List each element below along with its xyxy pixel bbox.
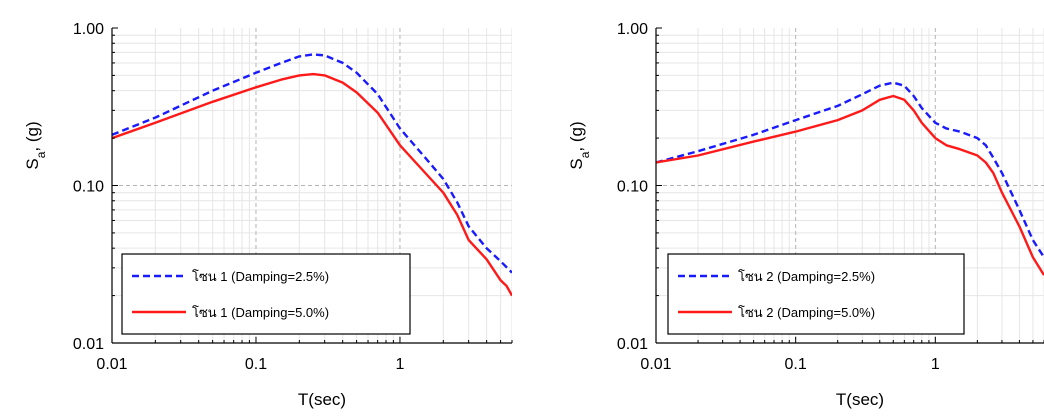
y-axis-title-main: S: [567, 158, 586, 169]
series-line-1: [656, 81, 1044, 258]
x-tick-label: 0.1: [245, 356, 267, 373]
y-axis-title-sub: a: [34, 151, 48, 158]
chart-panel-1: 0.01 0.1 1 0.01 0.10 1.00 T(sec) Sa, (g) โซน 1 (…: [23, 21, 513, 409]
grid: [656, 28, 1044, 343]
legend-label-2: โซน 1 (Damping=5.0%): [192, 305, 329, 320]
x-tick-label: 1: [396, 356, 405, 373]
series-group: [112, 53, 512, 297]
y-tick-label: 0.10: [617, 179, 648, 196]
x-tick-label: 0.1: [785, 356, 807, 373]
y-tick-label: 1.00: [73, 21, 104, 38]
x-tick-label: 0.01: [96, 356, 127, 373]
y-tick-label: 0.01: [617, 336, 648, 353]
series-line-1: [112, 53, 512, 274]
x-tick-label: 1: [931, 356, 940, 373]
series-group: [656, 81, 1044, 276]
chart-panel-2: 0.01 0.1 1 0.01 0.10 1.00 T(sec) Sa, (g) โซน 2 (…: [567, 21, 1044, 409]
series-line-2: [112, 72, 512, 297]
y-tick-label: 1.00: [617, 21, 648, 38]
y-axis-title: Sa, (g): [567, 121, 592, 169]
legend: โซน 2 (Damping=2.5%) โซน 2 (Damping=5.0%): [667, 253, 965, 335]
y-axis-title-rest: , (g): [23, 121, 42, 151]
y-tick-label: 0.01: [73, 336, 104, 353]
x-axis-title: T(sec): [836, 390, 884, 409]
legend-box: [121, 253, 411, 335]
legend: โซน 1 (Damping=2.5%) โซน 1 (Damping=5.0%): [121, 253, 411, 335]
y-axis-title-rest: , (g): [567, 121, 586, 151]
y-axis-title-main: S: [23, 158, 42, 169]
legend-label-2: โซน 2 (Damping=5.0%): [738, 305, 875, 320]
y-axis-title-sub: a: [578, 151, 592, 158]
x-tick-label: 0.01: [640, 356, 671, 373]
y-axis-title: Sa, (g): [23, 121, 48, 169]
legend-box: [667, 253, 965, 335]
x-axis-title: T(sec): [298, 390, 346, 409]
legend-label-1: โซน 1 (Damping=2.5%): [192, 269, 329, 284]
series-line-2: [656, 94, 1044, 276]
y-tick-label: 0.10: [73, 179, 104, 196]
legend-label-1: โซน 2 (Damping=2.5%): [738, 269, 875, 284]
